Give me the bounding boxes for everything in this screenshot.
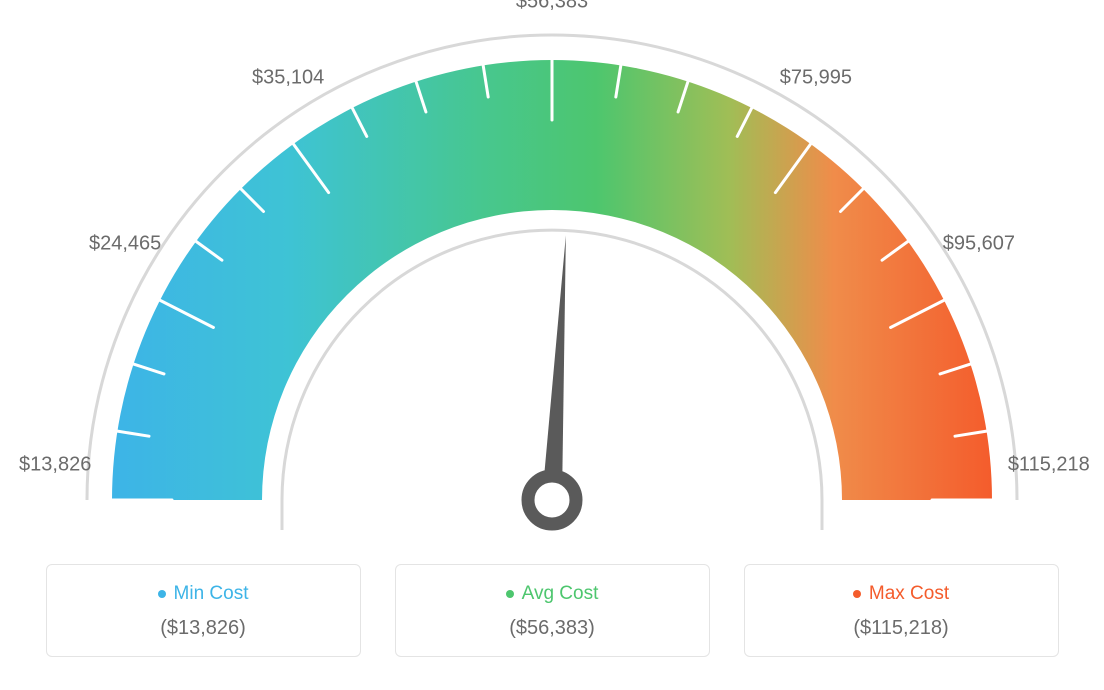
legend-label-max: Max Cost (869, 583, 949, 605)
legend-label-min: Min Cost (174, 583, 249, 605)
legend-card-min: Min Cost ($13,826) (46, 564, 361, 657)
gauge-tick-label: $56,383 (516, 0, 588, 14)
gauge-chart: $13,826 $24,465 $35,104 $56,383 $75,995 $95,6… (0, 0, 1104, 560)
gauge-tick-label: $24,465 (89, 232, 161, 255)
gauge-tick-label: $75,995 (780, 66, 852, 89)
legend-label-avg: Avg Cost (522, 583, 599, 605)
dot-min (158, 590, 166, 598)
legend-value-min: ($13,826) (57, 617, 350, 640)
gauge-tick-label: $35,104 (252, 66, 324, 89)
gauge-svg (0, 0, 1104, 560)
gauge-tick-label: $13,826 (19, 454, 91, 477)
legend-card-avg: Avg Cost ($56,383) (395, 564, 710, 657)
legend-row: Min Cost ($13,826) Avg Cost ($56,383) Ma… (0, 564, 1104, 657)
gauge-tick-label: $115,218 (1008, 454, 1090, 477)
legend-value-max: ($115,218) (755, 617, 1048, 640)
legend-card-max: Max Cost ($115,218) (744, 564, 1059, 657)
legend-value-avg: ($56,383) (406, 617, 699, 640)
dot-avg (506, 590, 514, 598)
gauge-tick-label: $95,607 (943, 232, 1015, 255)
dot-max (853, 590, 861, 598)
